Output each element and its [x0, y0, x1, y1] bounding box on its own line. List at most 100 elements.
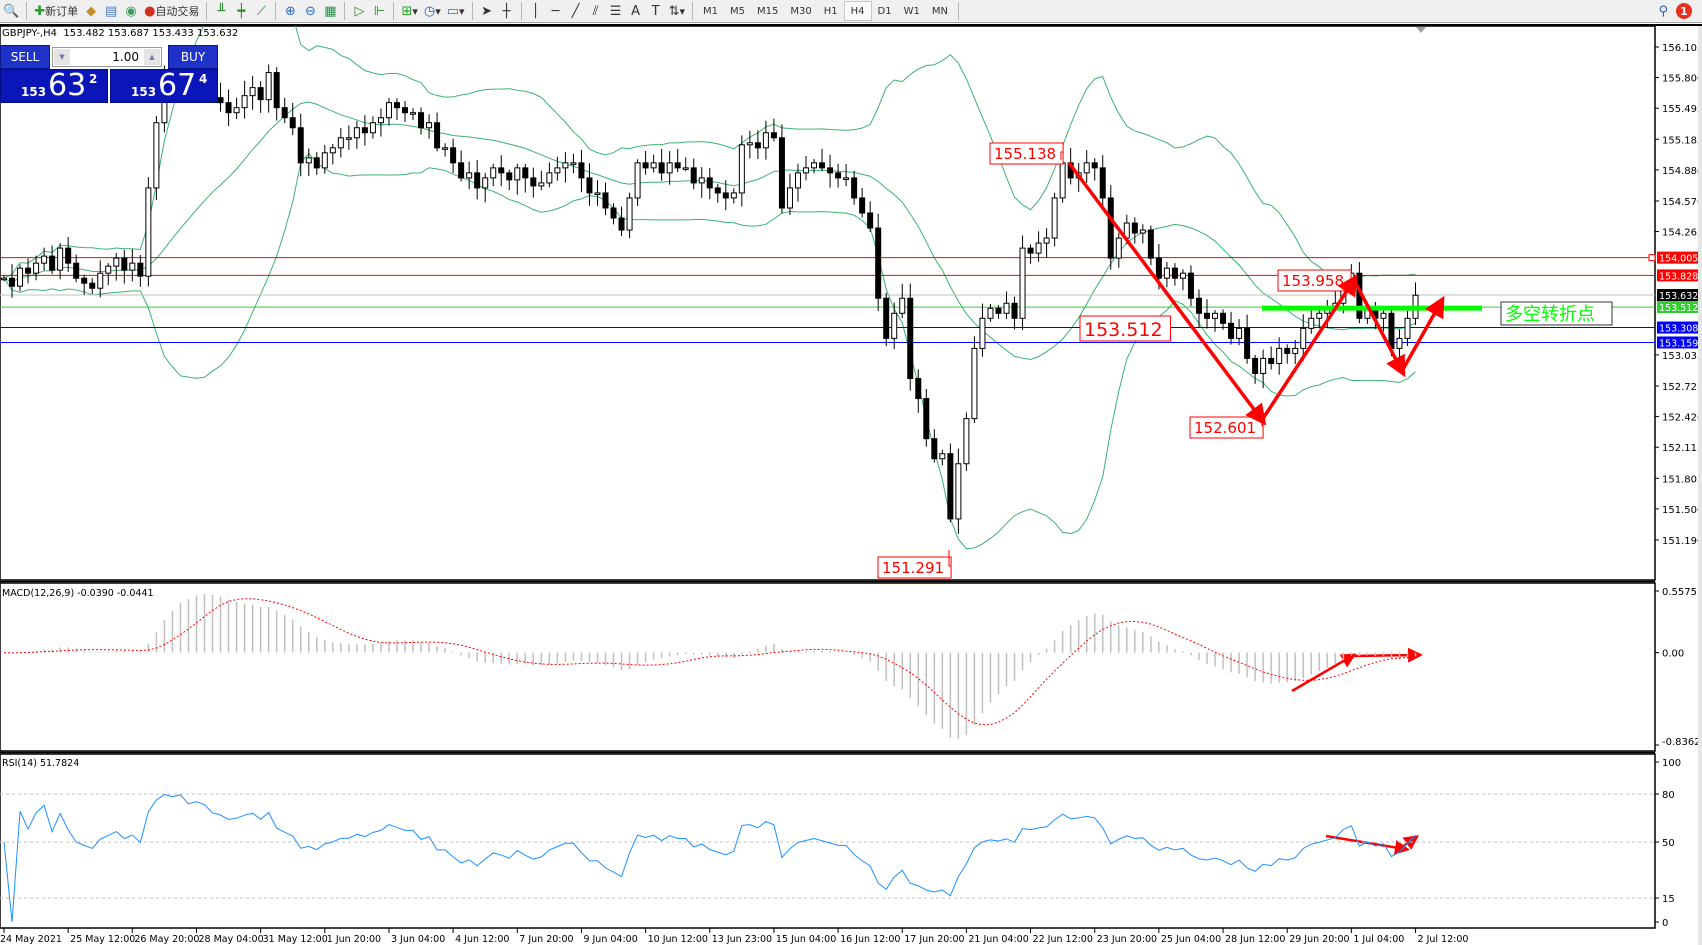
arrows-button[interactable]: ⇅ ▾ [668, 3, 686, 19]
candle[interactable] [530, 167, 537, 198]
buy-button[interactable]: BUY [168, 45, 218, 69]
candle[interactable] [979, 303, 986, 357]
candle[interactable] [393, 98, 400, 121]
fibonacci-button[interactable]: ☰ [606, 1, 626, 21]
candle[interactable] [9, 264, 16, 298]
candle[interactable] [754, 130, 761, 160]
candle[interactable] [137, 254, 144, 287]
chart-shift-marker[interactable] [1416, 27, 1426, 33]
line-chart-button[interactable]: ⟋ [251, 1, 271, 21]
candle[interactable] [1099, 155, 1106, 210]
candle[interactable] [522, 163, 529, 193]
candle[interactable] [1236, 319, 1243, 346]
signals-button[interactable]: ◉ [121, 1, 141, 21]
candle[interactable] [466, 161, 473, 190]
line-anchor-handle[interactable] [1648, 254, 1656, 262]
candle[interactable] [442, 143, 449, 157]
candle[interactable] [217, 82, 224, 112]
candle[interactable] [722, 180, 729, 211]
candle[interactable] [594, 180, 601, 206]
candle[interactable] [1308, 309, 1315, 334]
candle[interactable] [690, 158, 697, 190]
candle[interactable] [1195, 289, 1202, 328]
candle[interactable] [971, 336, 978, 424]
candle[interactable] [57, 243, 64, 280]
candle[interactable] [843, 164, 850, 187]
text-button[interactable]: A [626, 1, 646, 21]
candle[interactable] [1380, 308, 1387, 332]
candle[interactable] [105, 263, 112, 286]
buy-price[interactable]: 153 67 4 [110, 68, 218, 103]
candle[interactable] [626, 192, 633, 239]
text-label-button[interactable]: T [646, 1, 666, 21]
candle[interactable] [819, 148, 826, 172]
candle[interactable] [514, 163, 521, 195]
candle[interactable] [17, 264, 24, 292]
candle[interactable] [770, 118, 777, 142]
search-icon[interactable]: ⚲ [1658, 3, 1668, 19]
timeframe-h4[interactable]: H4 [843, 1, 872, 21]
candle[interactable] [650, 154, 657, 173]
timeframe-m1[interactable]: M1 [703, 5, 719, 17]
candle[interactable] [1204, 299, 1210, 329]
timeframe-m15[interactable]: M15 [757, 5, 779, 17]
zigzag-arrow[interactable] [1067, 161, 1267, 426]
sell-price[interactable]: 153 63 2 [0, 68, 108, 103]
candle[interactable] [762, 120, 769, 160]
candle[interactable] [963, 412, 970, 471]
text-box-bull-bear-turning-point[interactable]: 多空转折点 [1500, 301, 1613, 326]
sell-button[interactable]: SELL [0, 45, 50, 69]
candle[interactable] [1043, 228, 1050, 258]
candle[interactable] [1228, 311, 1235, 345]
candle[interactable] [923, 389, 930, 447]
candle[interactable] [337, 128, 344, 158]
timeframe-mn[interactable]: MN [931, 5, 948, 17]
candle[interactable] [1268, 346, 1275, 370]
candle[interactable] [257, 81, 264, 113]
candle[interactable] [899, 283, 906, 319]
zoom-out-button[interactable]: ⊖ [300, 1, 320, 21]
candle[interactable] [241, 80, 248, 119]
crosshair-button[interactable]: ┼ [497, 1, 517, 21]
candle[interactable] [746, 130, 753, 159]
candle[interactable] [1, 275, 7, 282]
candle[interactable] [89, 278, 96, 295]
candle[interactable] [811, 159, 818, 174]
notification-badge[interactable]: 1 [1676, 3, 1692, 19]
candle[interactable] [321, 144, 328, 174]
candle[interactable] [233, 97, 240, 120]
candle[interactable] [498, 155, 505, 187]
lot-decrease-button[interactable]: ▼ [54, 49, 70, 65]
candle[interactable] [73, 254, 80, 283]
candle[interactable] [353, 121, 360, 149]
candle[interactable] [361, 115, 368, 146]
candle[interactable] [377, 108, 384, 137]
candle[interactable] [297, 113, 304, 177]
metaeditor-button[interactable]: ◆ [81, 1, 101, 21]
candle[interactable] [554, 156, 561, 181]
candle[interactable] [778, 124, 785, 214]
candle[interactable] [81, 274, 88, 295]
candle[interactable] [1011, 296, 1018, 330]
candle[interactable] [634, 159, 641, 206]
candle[interactable] [145, 177, 152, 287]
zoom-tool-icon[interactable]: 🔍 [3, 3, 20, 19]
cursor-button[interactable]: ➤ [477, 1, 497, 21]
candle[interactable] [803, 155, 809, 181]
candle[interactable] [1051, 192, 1058, 247]
macd-arrow[interactable] [1291, 653, 1357, 693]
candle[interactable] [458, 150, 465, 182]
candle[interactable] [610, 203, 617, 225]
candle[interactable] [490, 163, 497, 187]
candle[interactable] [891, 302, 898, 350]
candle[interactable] [1003, 291, 1010, 319]
candle[interactable] [129, 248, 136, 282]
candle[interactable] [418, 107, 425, 135]
candle[interactable] [1260, 349, 1267, 389]
candle[interactable] [955, 448, 962, 534]
candle[interactable] [867, 201, 874, 232]
candle[interactable] [1147, 225, 1154, 266]
candle[interactable] [851, 170, 858, 205]
candle[interactable] [706, 168, 713, 200]
candle[interactable] [1179, 269, 1186, 291]
